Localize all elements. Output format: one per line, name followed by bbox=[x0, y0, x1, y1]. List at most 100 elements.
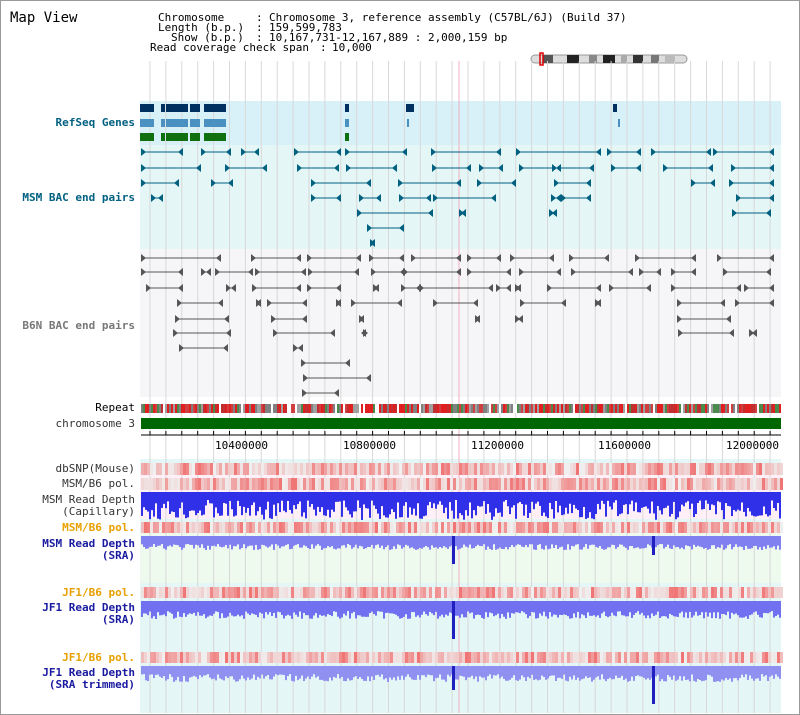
repeat-segment bbox=[319, 404, 321, 413]
heat-cell bbox=[363, 522, 366, 533]
depth-bar bbox=[391, 536, 393, 550]
depth-bar bbox=[473, 536, 475, 549]
heat-cell bbox=[396, 652, 399, 663]
depth-bar bbox=[457, 536, 459, 550]
heat-cell bbox=[195, 478, 198, 490]
depth-bar bbox=[429, 666, 431, 676]
depth-bar bbox=[389, 666, 391, 678]
heat-cell bbox=[306, 478, 309, 490]
msm-bac-pair-end bbox=[636, 164, 641, 172]
depth-bar bbox=[397, 492, 399, 503]
repeat-segment bbox=[671, 404, 673, 413]
depth-bar bbox=[613, 601, 615, 616]
msm-bac-pair-end bbox=[241, 148, 246, 156]
heat-cell bbox=[759, 587, 762, 598]
depth-bar bbox=[539, 536, 541, 545]
heat-cell bbox=[597, 522, 600, 533]
heat-cell bbox=[159, 463, 162, 475]
depth-bar bbox=[727, 536, 729, 546]
heat-cell bbox=[573, 463, 576, 475]
repeat-segment bbox=[223, 404, 225, 413]
msm-bac-pair-end bbox=[334, 164, 339, 172]
heat-cell bbox=[639, 522, 642, 533]
heat-cell bbox=[273, 522, 276, 533]
msm-bac-pair-end bbox=[336, 148, 341, 156]
heat-cell bbox=[714, 587, 717, 598]
depth-bar bbox=[495, 536, 497, 550]
heat-cell bbox=[762, 587, 765, 598]
depth-bar bbox=[449, 666, 451, 677]
depth-bar bbox=[509, 666, 511, 680]
depth-bar bbox=[349, 492, 351, 515]
depth-bar bbox=[695, 666, 697, 682]
depth-bar bbox=[339, 536, 341, 549]
heat-cell bbox=[147, 522, 150, 533]
depth-bar bbox=[741, 492, 743, 503]
depth-bar bbox=[153, 601, 155, 617]
depth-bar bbox=[507, 492, 509, 507]
heat-cell bbox=[621, 587, 624, 598]
depth-bar bbox=[653, 601, 655, 617]
heat-cell bbox=[366, 522, 369, 533]
repeat-segment bbox=[641, 404, 643, 413]
depth-bar bbox=[281, 492, 283, 501]
b6n-bac-features[interactable] bbox=[141, 254, 774, 397]
depth-bar bbox=[333, 666, 335, 677]
depth-bar bbox=[565, 601, 567, 615]
b6n-bac-pair-end bbox=[298, 344, 303, 352]
b6n-bac-pair-end bbox=[671, 284, 676, 292]
depth-bar bbox=[611, 601, 613, 613]
repeat-segment bbox=[301, 404, 303, 413]
depth-bar bbox=[747, 601, 749, 619]
chromosome-bar[interactable] bbox=[141, 418, 781, 429]
depth-bar bbox=[503, 536, 505, 550]
depth-bar bbox=[513, 666, 515, 676]
heat-cell bbox=[249, 652, 252, 663]
refseq-gene-features[interactable] bbox=[140, 104, 620, 141]
heat-cell bbox=[456, 587, 459, 598]
depth-bar bbox=[555, 666, 557, 681]
heat-cell bbox=[522, 587, 525, 598]
heat-cell bbox=[432, 652, 435, 663]
depth-bar bbox=[149, 492, 151, 520]
depth-bar bbox=[433, 601, 435, 616]
depth-bar bbox=[255, 601, 257, 615]
repeat-segment bbox=[357, 404, 359, 413]
repeat-segment bbox=[729, 404, 731, 413]
depth-bar bbox=[169, 601, 171, 613]
msm-bac-features[interactable] bbox=[141, 148, 774, 247]
heat-cell bbox=[753, 478, 756, 490]
heat-cell bbox=[564, 463, 567, 475]
depth-bar bbox=[705, 601, 707, 613]
depth-bar bbox=[193, 601, 195, 613]
depth-bar bbox=[725, 536, 727, 549]
heat-cell bbox=[198, 522, 201, 533]
chromosome-ideogram[interactable] bbox=[529, 52, 691, 66]
heat-cell bbox=[162, 522, 165, 533]
depth-bar bbox=[443, 601, 445, 618]
depth-bar bbox=[337, 492, 339, 502]
repeat-segment bbox=[189, 404, 191, 413]
heat-cell bbox=[633, 652, 636, 663]
heat-cell bbox=[729, 522, 732, 533]
depth-bar bbox=[687, 536, 689, 546]
heat-cell bbox=[384, 478, 387, 490]
heat-cell bbox=[471, 478, 474, 490]
depth-bar bbox=[775, 492, 777, 511]
repeat-segment bbox=[389, 404, 391, 413]
heat-cell bbox=[495, 478, 498, 490]
heat-cell bbox=[690, 652, 693, 663]
repeat-segment bbox=[191, 404, 193, 413]
depth-bar bbox=[497, 666, 499, 675]
length-label: Length (b.p.) bbox=[158, 21, 245, 34]
heat-cell bbox=[522, 463, 525, 475]
depth-bar bbox=[267, 492, 269, 502]
depth-bar bbox=[227, 601, 229, 617]
depth-bar bbox=[737, 666, 739, 681]
heat-cell bbox=[213, 652, 216, 663]
depth-bar bbox=[615, 666, 617, 676]
repeat-segment bbox=[285, 404, 287, 413]
heat-cell bbox=[303, 463, 306, 475]
heat-cell bbox=[324, 463, 327, 475]
